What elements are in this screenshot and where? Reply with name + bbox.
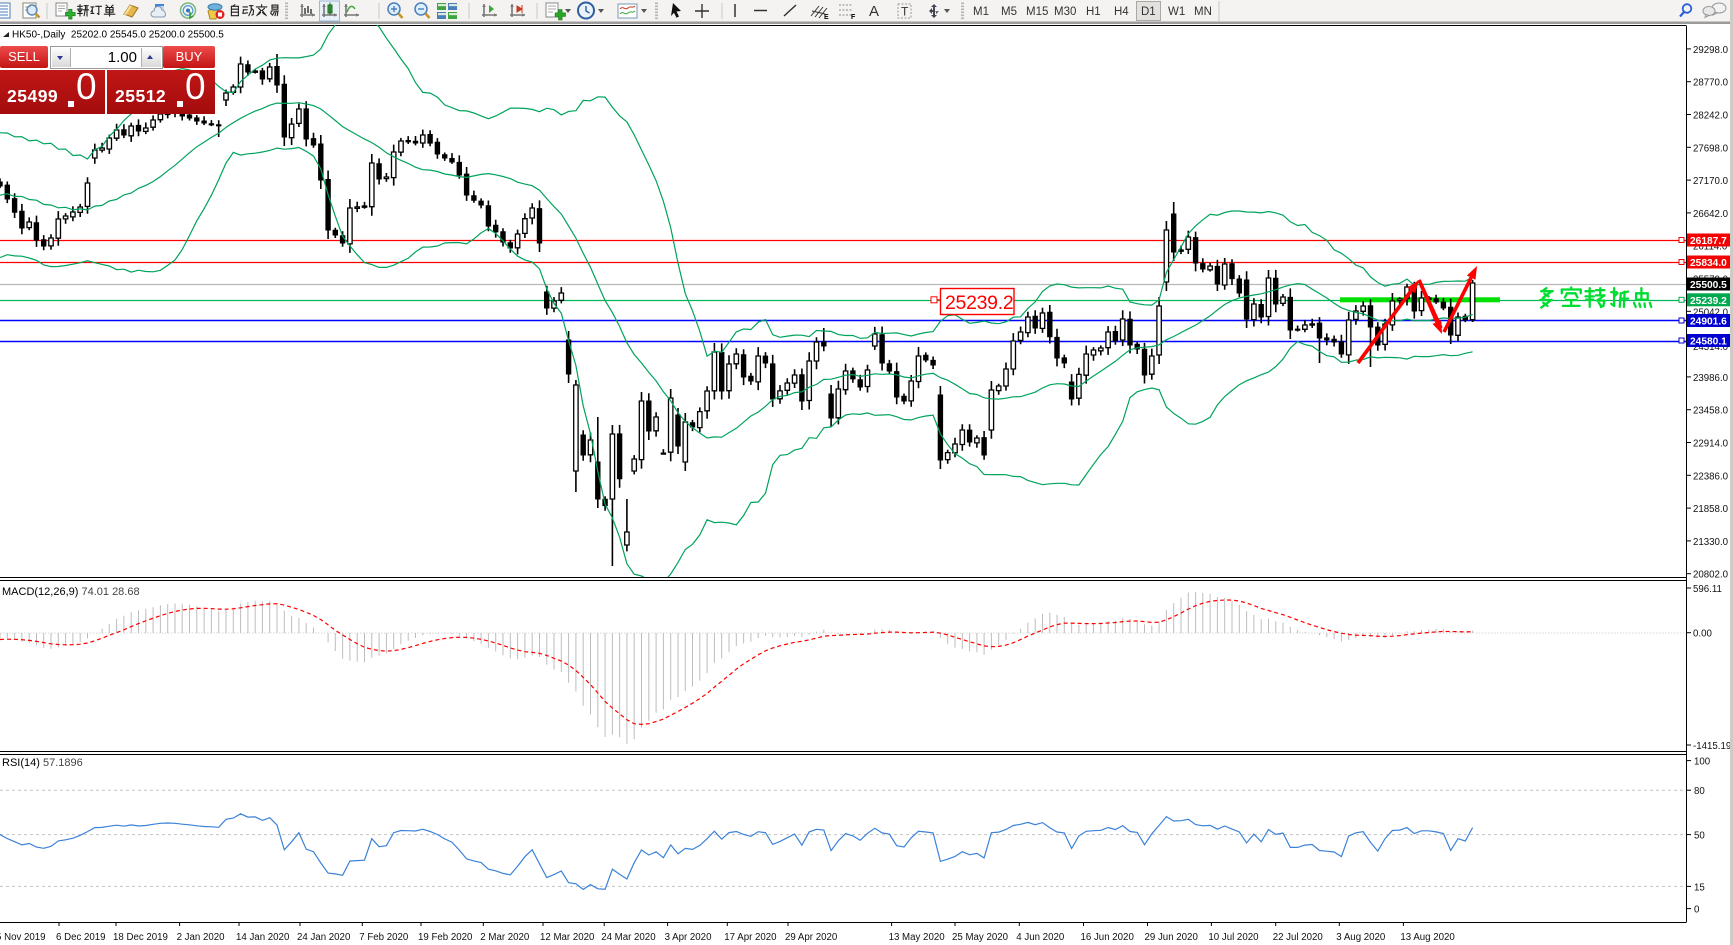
svg-text:25500.5: 25500.5 [1690, 280, 1727, 291]
svg-text:29298.0: 29298.0 [1693, 45, 1729, 56]
svg-text:18 Dec 2019: 18 Dec 2019 [113, 932, 168, 943]
svg-text:25239.2: 25239.2 [945, 292, 1013, 314]
svg-text:E: E [824, 14, 829, 21]
svg-text:80: 80 [1694, 786, 1705, 797]
svg-text:24514.0: 24514.0 [1693, 342, 1729, 353]
svg-text:3 Aug 2020: 3 Aug 2020 [1336, 932, 1386, 943]
svg-text:10 Jul 2020: 10 Jul 2020 [1208, 932, 1259, 943]
svg-text:T: T [901, 5, 909, 19]
svg-text:27698.0: 27698.0 [1693, 143, 1729, 154]
svg-text:26642.0: 26642.0 [1693, 209, 1729, 220]
svg-text:0: 0 [1694, 905, 1700, 916]
svg-text:100: 100 [1694, 757, 1711, 768]
svg-text:21330.0: 21330.0 [1693, 537, 1729, 548]
svg-text:2 Mar 2020: 2 Mar 2020 [480, 932, 530, 943]
svg-text:28770.0: 28770.0 [1693, 78, 1729, 89]
svg-text:22 Jul 2020: 22 Jul 2020 [1273, 932, 1324, 943]
svg-text:24 Jan 2020: 24 Jan 2020 [297, 932, 351, 943]
svg-text:23458.0: 23458.0 [1693, 406, 1729, 417]
svg-text:MACD(12,26,9) 74.01 28.68: MACD(12,26,9) 74.01 28.68 [2, 586, 140, 598]
svg-text:22914.0: 22914.0 [1693, 439, 1729, 450]
svg-text:24901.6: 24901.6 [1690, 317, 1727, 328]
svg-text:7 Feb 2020: 7 Feb 2020 [359, 932, 409, 943]
svg-text:H1: H1 [1086, 6, 1101, 18]
svg-text:M5: M5 [1001, 6, 1017, 18]
svg-text:23986.0: 23986.0 [1693, 373, 1729, 384]
svg-text:25042.0: 25042.0 [1693, 307, 1729, 318]
svg-text:50: 50 [1694, 831, 1705, 842]
svg-text:29 Apr 2020: 29 Apr 2020 [785, 932, 838, 943]
svg-text:25834.0: 25834.0 [1690, 258, 1727, 269]
svg-text:MN: MN [1194, 6, 1212, 18]
svg-text:M15: M15 [1026, 6, 1048, 18]
svg-text:-1415.19: -1415.19 [1693, 741, 1731, 752]
svg-text:25239.2: 25239.2 [1690, 296, 1727, 307]
svg-text:13 Aug 2020: 13 Aug 2020 [1400, 932, 1455, 943]
svg-text:15: 15 [1694, 882, 1705, 893]
svg-text:RSI(14) 57.1896: RSI(14) 57.1896 [2, 757, 83, 769]
svg-text:25 May 2020: 25 May 2020 [952, 932, 1009, 943]
svg-text:26114.0: 26114.0 [1693, 242, 1728, 253]
svg-text:21858.0: 21858.0 [1693, 504, 1729, 515]
svg-text:596.11: 596.11 [1693, 584, 1722, 595]
svg-text:F: F [851, 14, 856, 21]
svg-text:4 Jun 2020: 4 Jun 2020 [1016, 932, 1065, 943]
svg-text:A: A [869, 3, 879, 20]
svg-text:W1: W1 [1168, 6, 1185, 18]
svg-text:2 Jan 2020: 2 Jan 2020 [177, 932, 226, 943]
svg-text:13 May 2020: 13 May 2020 [889, 932, 946, 943]
svg-text:24580.1: 24580.1 [1690, 337, 1727, 348]
svg-text:12 Mar 2020: 12 Mar 2020 [540, 932, 595, 943]
svg-text:H4: H4 [1114, 6, 1129, 18]
svg-text:5 Nov 2019: 5 Nov 2019 [0, 932, 46, 943]
svg-text:D1: D1 [1141, 6, 1156, 18]
svg-text:M1: M1 [973, 6, 989, 18]
svg-text:29 Jun 2020: 29 Jun 2020 [1145, 932, 1199, 943]
svg-text:22386.0: 22386.0 [1693, 471, 1729, 482]
svg-text:0.00: 0.00 [1693, 629, 1712, 640]
svg-text:6 Dec 2019: 6 Dec 2019 [56, 932, 106, 943]
svg-text:16 Jun 2020: 16 Jun 2020 [1081, 932, 1135, 943]
svg-text:M30: M30 [1054, 6, 1076, 18]
svg-text:26187.7: 26187.7 [1690, 236, 1727, 247]
svg-text:17 Apr 2020: 17 Apr 2020 [724, 932, 777, 943]
svg-text:14 Jan 2020: 14 Jan 2020 [236, 932, 290, 943]
svg-text:19 Feb 2020: 19 Feb 2020 [418, 932, 473, 943]
svg-text:3 Apr 2020: 3 Apr 2020 [665, 932, 712, 943]
svg-text:24 Mar 2020: 24 Mar 2020 [601, 932, 656, 943]
svg-text:27170.0: 27170.0 [1693, 176, 1729, 187]
svg-text:20802.0: 20802.0 [1693, 570, 1729, 581]
svg-text:HK50-,Daily 25202.0 25545.0 2: HK50-,Daily 25202.0 25545.0 25200.0 2550… [12, 30, 224, 41]
svg-text:28242.0: 28242.0 [1693, 111, 1729, 122]
